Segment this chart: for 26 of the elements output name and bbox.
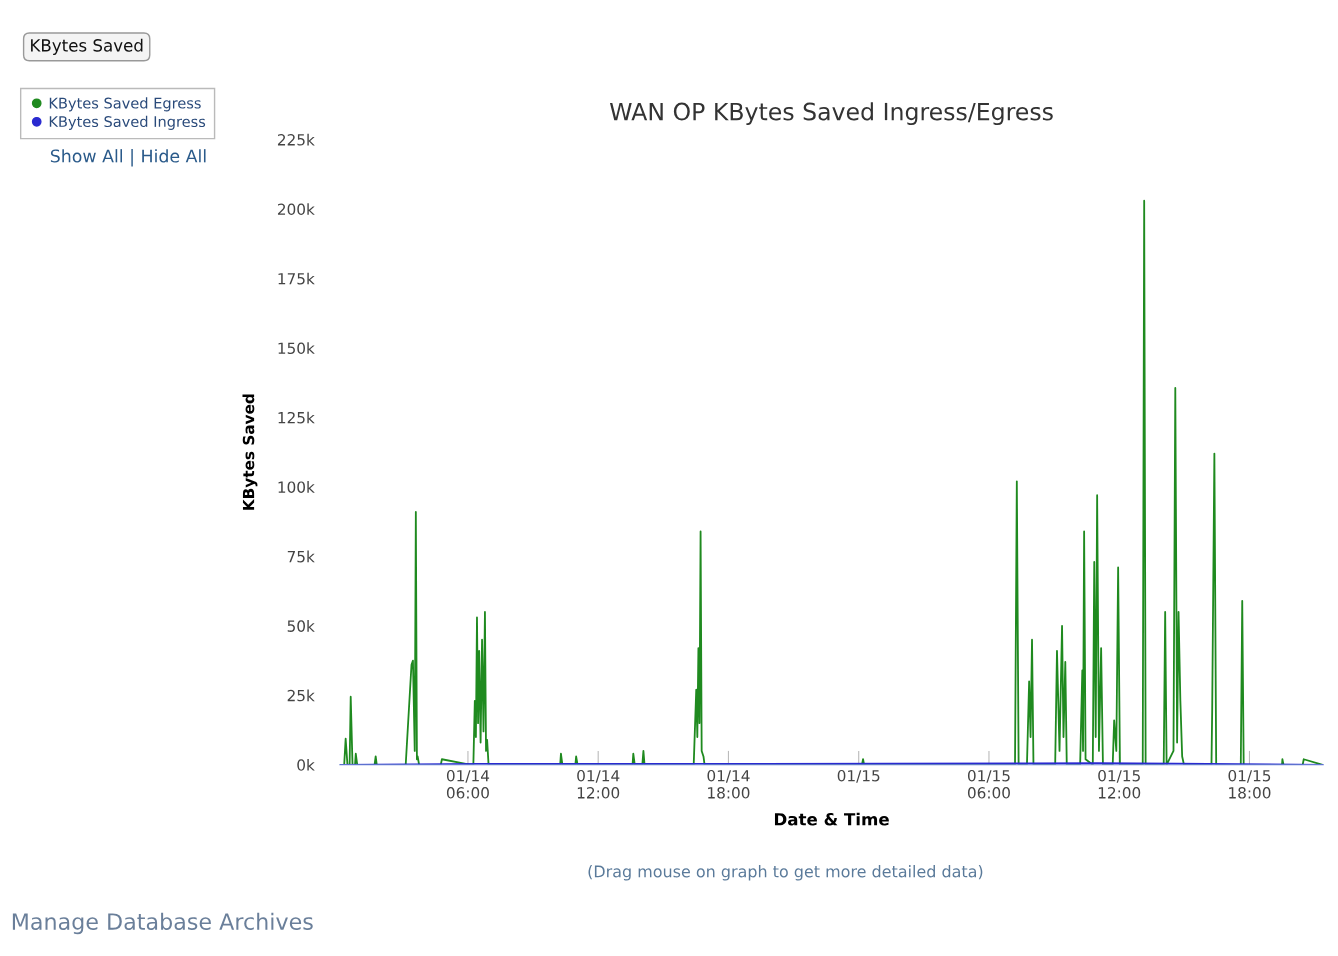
text: Manage Database Archives (12, 912, 313, 935)
y-tick-label: 25k (287, 689, 315, 702)
y-tick-label: 100k (278, 481, 315, 493)
text: Show All | Hide All (50, 149, 206, 167)
x-tick-label: 01/14 18:00 (707, 769, 750, 799)
x-axis-title: Date & Time (774, 812, 889, 826)
x-tick-label: 01/15 18:00 (1228, 769, 1271, 799)
y-tick-label: 150k (278, 342, 315, 355)
y-tick-label: 125k (278, 411, 315, 424)
x-tick-label: 01/15 06:00 (967, 769, 1010, 799)
x-tick-label: 01/14 06:00 (446, 769, 490, 799)
x-tick-label: 01/15 12:00 (1098, 769, 1141, 799)
y-tick-label: 175k (278, 272, 315, 285)
y-tick-label: 75k (287, 550, 315, 563)
text: KBytes Saved (31, 38, 143, 55)
y-tick-label: 200k (277, 203, 315, 216)
text: (Drag mouse on graph to get more detailed data) (588, 865, 983, 881)
x-tick-label: 01/15 (837, 769, 880, 783)
y-tick-label: 225k (277, 133, 315, 146)
y-tick-label: 50k (287, 620, 315, 632)
legend-label: KBytes Saved Ingress (49, 115, 206, 130)
chart-title: WAN OP KBytes Saved Ingress/Egress (609, 102, 1053, 126)
y-tick-label: 0k (297, 759, 315, 771)
x-tick-label: 01/14 12:00 (577, 769, 620, 799)
y-axis-title: KBytes Saved (242, 394, 258, 510)
legend-label: KBytes Saved Egress (49, 97, 201, 112)
